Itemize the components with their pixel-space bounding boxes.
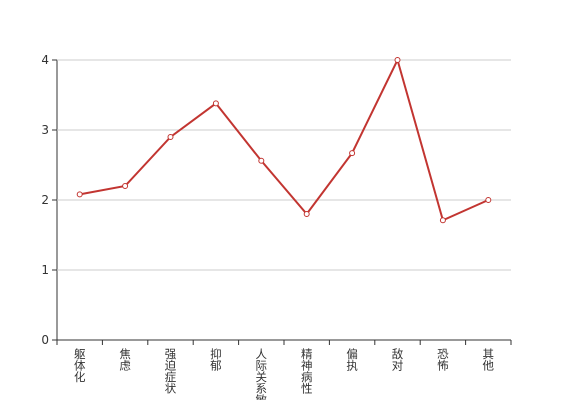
y-tick-label: 4: [41, 53, 49, 67]
x-tick-label: 强迫症状: [164, 348, 178, 394]
x-tick-label: 其他: [481, 348, 495, 371]
line: [79, 57, 489, 222]
point: [212, 100, 219, 107]
point: [394, 57, 401, 63]
y-tick-label: 0: [41, 333, 49, 347]
point: [122, 183, 129, 189]
x-tick-label: 偏执: [345, 347, 359, 372]
point: [167, 134, 174, 140]
point: [76, 191, 83, 198]
x-tick-label: 躯体化: [73, 348, 87, 383]
point: [258, 157, 265, 164]
point: [439, 217, 446, 224]
y-tick-label: 2: [41, 193, 49, 207]
x-tick-label: 抑郁: [209, 347, 223, 371]
x-tick-label: 敌对: [391, 347, 405, 371]
point: [485, 197, 492, 203]
x-tick-label: 恐怖: [436, 348, 450, 371]
x-tick-label: 焦虑: [118, 348, 132, 371]
x-tick-label: 精神病性: [300, 348, 314, 395]
point: [303, 211, 310, 217]
point: [349, 150, 356, 157]
y-tick-label: 1: [41, 263, 49, 277]
x-tick-label: 人际关系敏感: [254, 348, 268, 400]
y-tick-label: 3: [41, 123, 49, 137]
